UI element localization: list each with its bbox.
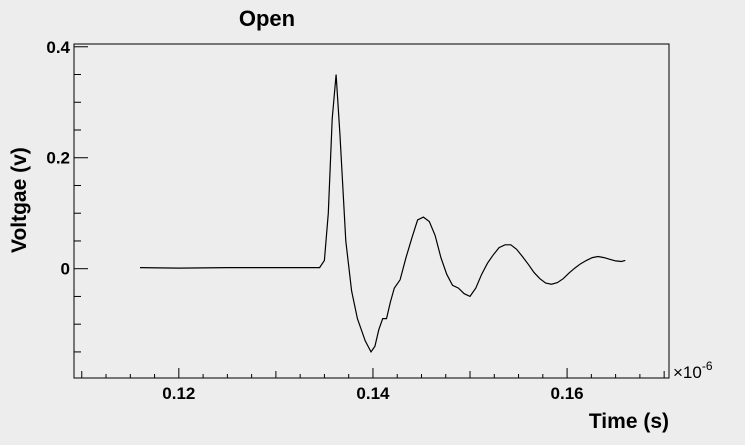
axis-ticks xyxy=(74,46,665,378)
x-tick-label: 0.14 xyxy=(356,384,390,403)
series-line xyxy=(139,74,626,354)
x-tick-label: 0.16 xyxy=(551,384,584,403)
x-multiplier-base: ×10 xyxy=(673,363,702,382)
x-axis-label: Time (s) xyxy=(589,410,669,433)
y-axis-label: Voltgae (v) xyxy=(8,147,31,253)
y-tick-label: 0.4 xyxy=(46,38,70,57)
x-tick-labels: 0.12 0.14 0.16 xyxy=(162,384,583,403)
y-tick-label: 0.2 xyxy=(46,149,70,168)
chart-title: Open xyxy=(239,6,295,31)
x-multiplier: ×10-6 xyxy=(673,359,713,382)
y-tick-label: 0 xyxy=(61,260,70,279)
x-multiplier-exponent: -6 xyxy=(702,359,713,373)
plot-frame xyxy=(73,43,670,379)
x-tick-label: 0.12 xyxy=(162,384,195,403)
y-tick-labels: 0 0.2 0.4 xyxy=(46,38,70,279)
